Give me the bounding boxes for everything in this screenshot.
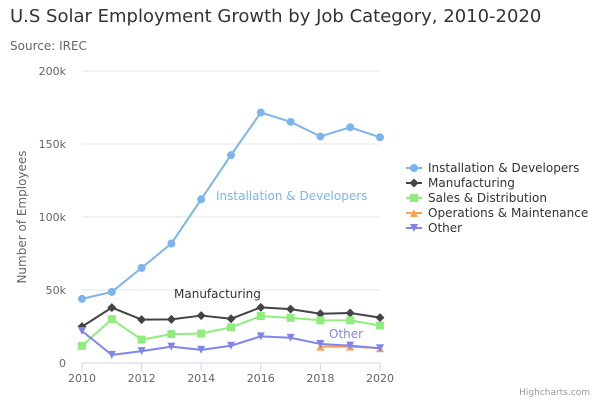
chart-title: U.S Solar Employment Growth by Job Categ…	[10, 6, 542, 27]
data-point	[78, 341, 86, 350]
data-point	[197, 195, 206, 204]
data-point	[375, 313, 385, 323]
data-point	[346, 316, 355, 325]
legend-item: Installation & Developers	[428, 161, 579, 175]
y-tick-label: 150k	[39, 138, 67, 151]
data-point	[316, 316, 325, 325]
data-point	[345, 308, 355, 318]
data-point	[315, 309, 325, 319]
legend-item: Manufacturing	[428, 176, 515, 190]
x-tick-label: 2016	[247, 372, 275, 385]
legend-marker	[410, 194, 418, 202]
legend-item: Sales & Distribution	[428, 191, 547, 205]
data-point	[256, 302, 266, 312]
data-point	[167, 342, 176, 351]
data-point	[376, 344, 384, 353]
x-tick-label: 2010	[68, 372, 96, 385]
data-point	[107, 350, 116, 359]
data-point	[286, 117, 295, 126]
data-point	[107, 287, 116, 296]
credits-text: Highcharts.com	[519, 388, 590, 398]
data-point	[286, 304, 296, 314]
data-point	[166, 314, 176, 324]
data-point	[286, 333, 295, 342]
data-point	[376, 321, 384, 330]
y-tick-label: 50k	[46, 284, 67, 297]
x-tick-label: 2018	[306, 372, 334, 385]
legend-marker	[410, 209, 418, 217]
legend-item: Other	[428, 221, 462, 235]
data-point	[316, 132, 325, 141]
x-tick-label: 2014	[187, 372, 215, 385]
series-label: Other	[329, 327, 363, 341]
series-line-0	[81, 111, 381, 300]
chart-subtitle: Source: IREC	[10, 39, 87, 53]
data-point	[256, 108, 265, 117]
data-point	[107, 315, 116, 324]
data-point	[137, 347, 146, 356]
data-point	[137, 315, 147, 325]
y-tick-label: 0	[59, 357, 66, 370]
data-point	[137, 335, 146, 344]
data-point	[197, 345, 206, 354]
data-point	[256, 312, 265, 321]
data-point	[167, 239, 176, 248]
data-point	[316, 339, 325, 348]
data-point	[197, 329, 206, 338]
data-point	[227, 341, 235, 350]
legend-item: Operations & Maintenance	[428, 206, 588, 220]
y-tick-label: 100k	[39, 211, 67, 224]
data-point	[256, 332, 265, 341]
data-point	[137, 263, 146, 272]
data-point	[346, 341, 355, 350]
y-axis-title: Number of Employees	[15, 150, 29, 283]
data-point	[107, 303, 117, 313]
data-point	[78, 327, 86, 336]
data-point	[227, 151, 235, 160]
legend-marker	[410, 164, 418, 172]
series-label: Manufacturing	[174, 287, 261, 301]
x-tick-label: 2012	[128, 372, 156, 385]
data-point	[78, 294, 86, 303]
data-point	[376, 133, 384, 142]
data-point	[196, 311, 206, 321]
x-tick-label: 2020	[366, 372, 394, 385]
data-point	[226, 314, 236, 324]
legend-marker	[410, 224, 418, 232]
y-tick-label: 200k	[39, 65, 67, 78]
data-point	[167, 330, 176, 339]
data-point	[227, 323, 235, 332]
data-point	[346, 123, 355, 132]
legend-marker	[409, 178, 419, 188]
data-point	[286, 313, 295, 322]
series-label: Installation & Developers	[216, 189, 367, 203]
